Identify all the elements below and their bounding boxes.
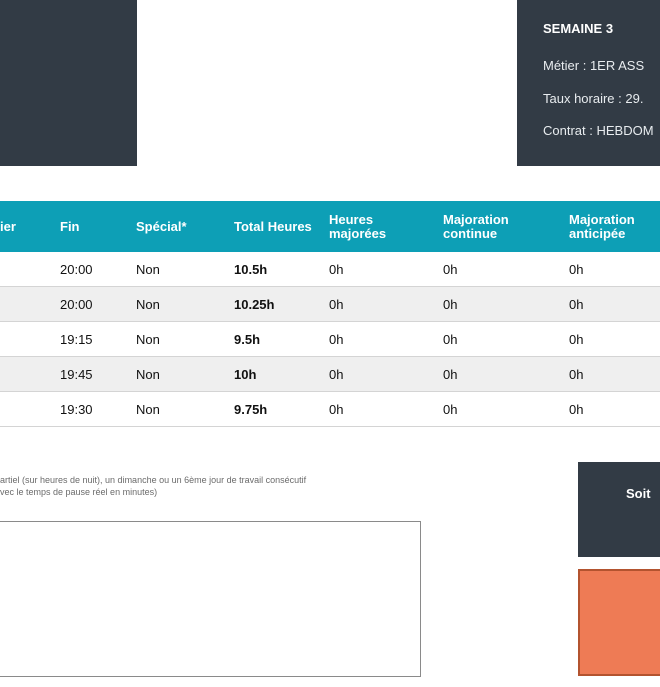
summary-panel: Soit bbox=[578, 462, 660, 557]
cell-continuous: 0h bbox=[427, 391, 553, 427]
left-info-panel bbox=[0, 0, 137, 166]
cell-special: Non bbox=[120, 321, 218, 357]
cell-end: 19:30 bbox=[44, 391, 120, 427]
cell-total: 10h bbox=[218, 356, 313, 392]
total-highlight-panel bbox=[578, 569, 660, 676]
cell-end: 19:15 bbox=[44, 321, 120, 357]
cell-overtime: 0h bbox=[313, 321, 427, 357]
table-row: 19:45 Non 10h 0h 0h 0h bbox=[0, 356, 660, 392]
job-title: Métier : 1ER ASS bbox=[543, 58, 645, 73]
cell-end: 20:00 bbox=[44, 252, 120, 287]
cell-total: 10.25h bbox=[218, 286, 313, 322]
cell-total: 10.5h bbox=[218, 252, 313, 287]
cell-continuous: 0h bbox=[427, 252, 553, 287]
cell-end: 19:45 bbox=[44, 356, 120, 392]
footnote-special: artiel (sur heures de nuit), un dimanche… bbox=[0, 475, 307, 485]
cell-start bbox=[0, 286, 44, 322]
cell-start bbox=[0, 321, 44, 357]
cell-continuous: 0h bbox=[427, 286, 553, 322]
summary-label: Soit bbox=[626, 486, 651, 501]
comment-textarea[interactable] bbox=[0, 521, 421, 677]
cell-continuous: 0h bbox=[427, 356, 553, 392]
cell-anticipated: 0h bbox=[553, 252, 660, 287]
col-header-end: Fin bbox=[44, 201, 120, 252]
table-row: 19:30 Non 9.75h 0h 0h 0h bbox=[0, 391, 660, 427]
table-row: 20:00 Non 10.5h 0h 0h 0h bbox=[0, 252, 660, 287]
cell-anticipated: 0h bbox=[553, 321, 660, 357]
footnote-pause: vec le temps de pause réel en minutes) bbox=[0, 487, 158, 497]
col-header-anticipated-premium: Majoration anticipée bbox=[553, 201, 660, 252]
cell-end: 20:00 bbox=[44, 286, 120, 322]
hourly-rate: Taux horaire : 29. bbox=[543, 91, 644, 106]
cell-total: 9.5h bbox=[218, 321, 313, 357]
cell-start bbox=[0, 252, 44, 287]
cell-special: Non bbox=[120, 252, 218, 287]
table-row: 19:15 Non 9.5h 0h 0h 0h bbox=[0, 321, 660, 357]
cell-special: Non bbox=[120, 286, 218, 322]
cell-start bbox=[0, 356, 44, 392]
cell-anticipated: 0h bbox=[553, 356, 660, 392]
contract-type: Contrat : HEBDOM bbox=[543, 123, 654, 138]
cell-anticipated: 0h bbox=[553, 286, 660, 322]
table-header-row: ier Fin Spécial* Total Heures Heures maj… bbox=[0, 201, 660, 252]
cell-overtime: 0h bbox=[313, 252, 427, 287]
cell-anticipated: 0h bbox=[553, 391, 660, 427]
cell-start bbox=[0, 391, 44, 427]
table-row: 20:00 Non 10.25h 0h 0h 0h bbox=[0, 286, 660, 322]
cell-overtime: 0h bbox=[313, 286, 427, 322]
col-header-start: ier bbox=[0, 201, 44, 252]
cell-overtime: 0h bbox=[313, 391, 427, 427]
cell-continuous: 0h bbox=[427, 321, 553, 357]
cell-special: Non bbox=[120, 391, 218, 427]
col-header-special: Spécial* bbox=[120, 201, 218, 252]
col-header-continuous-premium: Majoration continue bbox=[427, 201, 553, 252]
week-title: SEMAINE 3 bbox=[543, 21, 614, 36]
cell-special: Non bbox=[120, 356, 218, 392]
cell-total: 9.75h bbox=[218, 391, 313, 427]
week-info-panel: SEMAINE 3 Métier : 1ER ASS Taux horaire … bbox=[517, 0, 660, 166]
col-header-total-hours: Total Heures bbox=[218, 201, 313, 252]
cell-overtime: 0h bbox=[313, 356, 427, 392]
hours-table: ier Fin Spécial* Total Heures Heures maj… bbox=[0, 201, 660, 427]
col-header-overtime-hours: Heures majorées bbox=[313, 201, 427, 252]
